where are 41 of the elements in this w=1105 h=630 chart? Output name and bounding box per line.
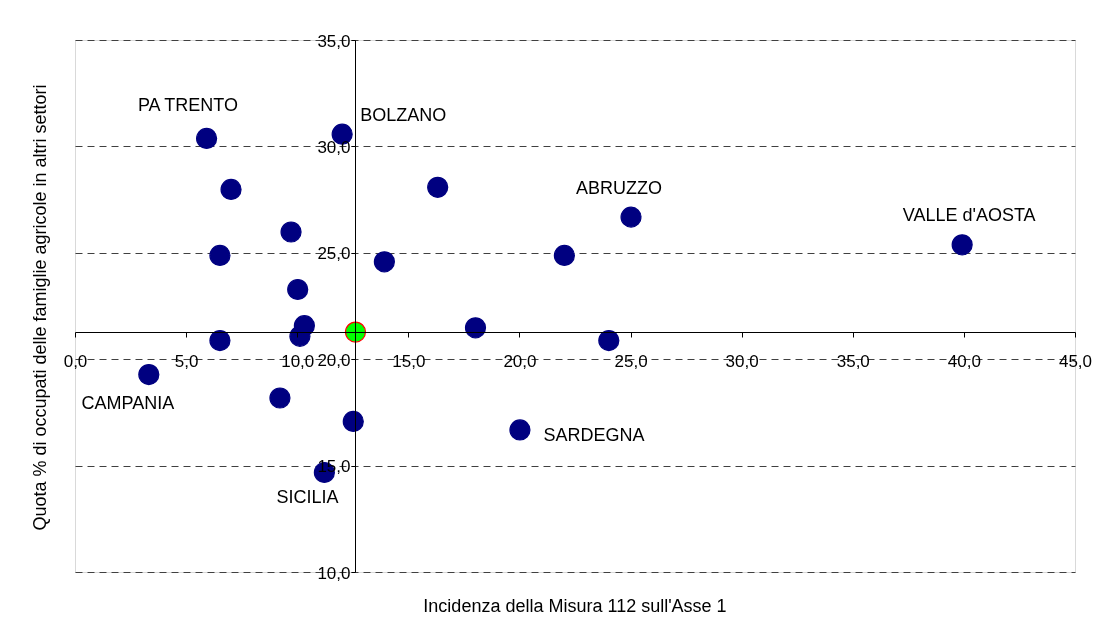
- y-tick-label: 10,0: [317, 563, 351, 583]
- annotation: SICILIA: [276, 487, 339, 508]
- y-axis-title: Quota % di occupati delle famiglie agricole in altri settori: [29, 84, 50, 531]
- y-tick-label: 30,0: [317, 137, 351, 157]
- point: [220, 178, 242, 201]
- point: [951, 234, 973, 256]
- x-tick-label: 30,0: [725, 352, 759, 372]
- point: [342, 410, 364, 432]
- point: [196, 127, 218, 149]
- point: [620, 206, 642, 228]
- x-tick-label: 5,0: [174, 352, 199, 372]
- point: [598, 329, 620, 352]
- annotation: BOLZANO: [360, 105, 447, 126]
- annotation: SARDEGNA: [543, 424, 645, 445]
- x-tick-label: 40,0: [947, 352, 981, 372]
- point: [138, 364, 160, 386]
- x-tick-label: 25,0: [614, 352, 648, 372]
- point: [269, 387, 291, 409]
- x-tick-label: 10,0: [281, 352, 315, 372]
- annotation: CAMPANIA: [81, 392, 175, 413]
- point: [553, 244, 575, 267]
- point: [209, 329, 231, 352]
- point: [209, 244, 231, 267]
- point: [280, 221, 302, 243]
- x-tick-label: 20,0: [503, 352, 537, 372]
- x-tick-label: 0,0: [63, 352, 88, 372]
- point: [287, 278, 309, 301]
- x-tick-label: 45,0: [1058, 352, 1093, 372]
- point: [427, 176, 449, 198]
- y-tick-label: 35,0: [317, 31, 351, 51]
- x-tick-label: 15,0: [392, 352, 426, 372]
- point: [373, 251, 395, 273]
- point: [464, 317, 487, 339]
- annotation: VALLE d'AOSTA: [902, 204, 1036, 225]
- x-axis-title: Incidenza della Misura 112 sull'Asse 1: [423, 595, 727, 616]
- x-tick-label: 35,0: [836, 352, 870, 372]
- y-tick-label: 25,0: [317, 244, 351, 264]
- point: [509, 419, 531, 441]
- annotation: PA TRENTO: [137, 95, 238, 116]
- point: [289, 325, 311, 347]
- annotation: ABRUZZO: [576, 178, 663, 199]
